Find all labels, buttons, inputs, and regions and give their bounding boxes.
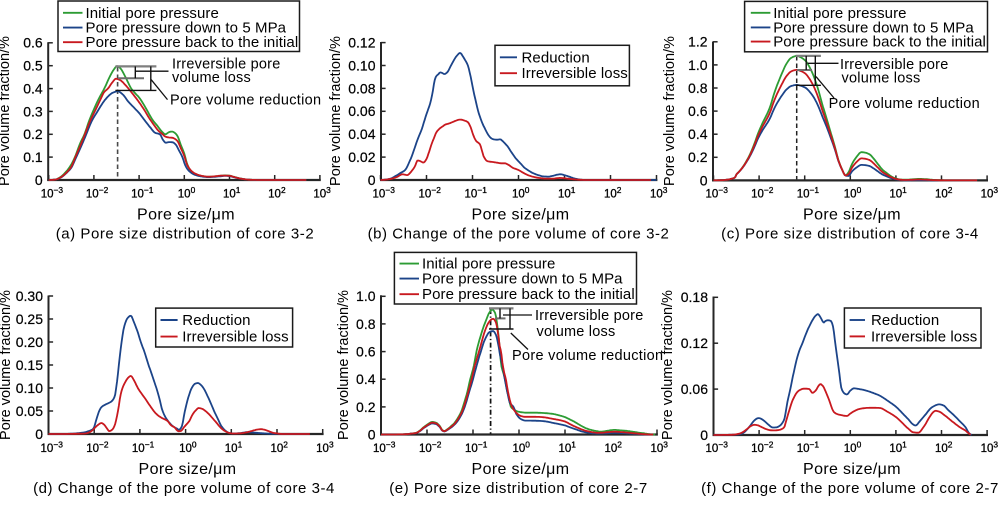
svg-text:Pore volume fraction/%: Pore volume fraction/% [328, 36, 344, 186]
svg-text:0.2: 0.2 [688, 149, 708, 165]
svg-text:0.6: 0.6 [688, 103, 708, 119]
svg-text:Reduction: Reduction [182, 312, 250, 329]
svg-text:Initial pore pressure: Initial pore pressure [86, 5, 219, 22]
svg-text:Pore size/μm: Pore size/μm [803, 207, 901, 224]
svg-text:Pore pressure down to 5 MPa: Pore pressure down to 5 MPa [422, 271, 623, 288]
svg-text:Initial pore pressure: Initial pore pressure [773, 5, 906, 22]
svg-text:1.0: 1.0 [356, 288, 376, 304]
svg-text:0.06: 0.06 [348, 103, 375, 119]
svg-text:Pore size/μm: Pore size/μm [137, 207, 235, 224]
svg-text:Pore size/μm: Pore size/μm [472, 461, 570, 478]
svg-text:Pore volume fraction/%: Pore volume fraction/% [336, 290, 352, 440]
svg-text:0.1: 0.1 [23, 149, 43, 165]
svg-text:(d) Change of the pore volume: (d) Change of the pore volume of core 3-… [33, 480, 335, 497]
svg-text:Irreversible pore: Irreversible pore [172, 57, 281, 73]
svg-text:Pore volume fraction/%: Pore volume fraction/% [0, 290, 14, 440]
svg-text:Pore volume fraction/%: Pore volume fraction/% [662, 36, 678, 186]
svg-text:(b) Change of the pore volume: (b) Change of the pore volume of core 3-… [368, 226, 670, 243]
svg-text:0.4: 0.4 [23, 81, 43, 97]
svg-text:0: 0 [368, 426, 376, 442]
svg-text:0.4: 0.4 [356, 371, 376, 387]
svg-text:0.06: 0.06 [681, 381, 708, 397]
svg-text:Pore pressure down to 5 MPa: Pore pressure down to 5 MPa [86, 20, 287, 37]
svg-text:0: 0 [700, 427, 708, 443]
svg-text:Pore volume reduction: Pore volume reduction [512, 348, 663, 364]
svg-text:0.3: 0.3 [23, 103, 43, 119]
svg-text:0: 0 [35, 426, 43, 442]
svg-text:0.05: 0.05 [16, 403, 43, 419]
svg-text:Reduction: Reduction [871, 312, 939, 329]
svg-text:0.18: 0.18 [681, 289, 708, 305]
svg-text:0.2: 0.2 [23, 126, 43, 142]
svg-text:Pore pressure back to the init: Pore pressure back to the initial [86, 34, 299, 51]
svg-text:0.12: 0.12 [681, 335, 708, 351]
svg-text:0.20: 0.20 [16, 334, 43, 350]
svg-text:Irreversible loss: Irreversible loss [182, 329, 288, 346]
svg-text:0: 0 [35, 172, 43, 188]
svg-text:0.2: 0.2 [356, 399, 376, 415]
svg-text:0.25: 0.25 [16, 311, 43, 327]
svg-text:0.15: 0.15 [16, 357, 43, 373]
svg-text:0.12: 0.12 [348, 35, 375, 51]
svg-text:Pore pressure back to the init: Pore pressure back to the initial [773, 34, 986, 51]
svg-text:0: 0 [368, 172, 376, 188]
svg-text:Pore volume reduction: Pore volume reduction [170, 92, 321, 108]
svg-text:Pore pressure down to 5 MPa: Pore pressure down to 5 MPa [773, 19, 974, 36]
svg-text:Irreversible pore: Irreversible pore [840, 57, 949, 73]
svg-text:(c) Pore size distribution of: (c) Pore size distribution of core 3-4 [721, 226, 979, 243]
svg-text:0: 0 [700, 172, 708, 188]
svg-text:0.6: 0.6 [356, 344, 376, 360]
svg-text:volume loss: volume loss [842, 71, 921, 87]
svg-text:Pore volume reduction: Pore volume reduction [829, 96, 980, 112]
svg-text:0.10: 0.10 [16, 380, 43, 396]
svg-text:0.02: 0.02 [348, 149, 375, 165]
svg-text:0.08: 0.08 [348, 80, 375, 96]
svg-text:Reduction: Reduction [522, 49, 590, 66]
svg-text:Pore volume fraction/%: Pore volume fraction/% [660, 290, 676, 440]
svg-text:0.8: 0.8 [688, 80, 708, 96]
svg-text:0.10: 0.10 [348, 57, 375, 73]
svg-text:(a) Pore size distribution of: (a) Pore size distribution of core 3-2 [56, 226, 315, 243]
svg-text:(f) Change of the pore volume: (f) Change of the pore volume of core 2-… [701, 480, 999, 497]
svg-text:Pore size/μm: Pore size/μm [139, 461, 237, 478]
svg-text:0.5: 0.5 [23, 58, 43, 74]
svg-text:Pore volume fraction/%: Pore volume fraction/% [0, 36, 13, 186]
svg-text:0.30: 0.30 [16, 288, 43, 304]
svg-text:volume loss: volume loss [172, 70, 251, 86]
svg-text:Pore pressure back to the init: Pore pressure back to the initial [422, 286, 635, 303]
svg-text:Irreversible loss: Irreversible loss [871, 328, 977, 345]
svg-text:0.8: 0.8 [356, 316, 376, 332]
svg-text:Pore size/μm: Pore size/μm [472, 207, 570, 224]
svg-text:0.6: 0.6 [23, 35, 43, 51]
svg-text:volume loss: volume loss [537, 324, 616, 340]
svg-text:0.4: 0.4 [688, 126, 708, 142]
svg-text:(e) Pore size distribution of: (e) Pore size distribution of core 2-7 [389, 480, 648, 497]
svg-text:Pore size/μm: Pore size/μm [803, 461, 901, 478]
svg-text:1.0: 1.0 [688, 57, 708, 73]
svg-text:0.04: 0.04 [348, 126, 375, 142]
svg-text:Irreversible loss: Irreversible loss [522, 65, 628, 82]
svg-text:Initial pore pressure: Initial pore pressure [422, 256, 555, 273]
svg-text:1.2: 1.2 [688, 34, 708, 50]
svg-text:Irreversible pore: Irreversible pore [535, 308, 644, 324]
